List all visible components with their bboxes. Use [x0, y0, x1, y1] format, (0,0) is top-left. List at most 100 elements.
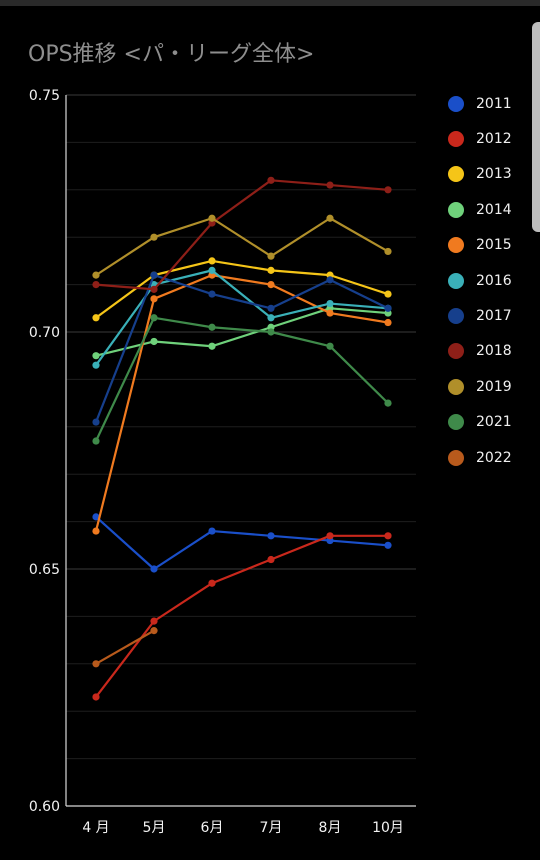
data-point-2019: [150, 233, 158, 241]
scroll-tab[interactable]: [532, 22, 540, 232]
data-point-2021: [384, 399, 392, 407]
chart-title: OPS推移 <パ・リーグ全体>: [28, 42, 315, 67]
series-line-2017: [94, 274, 390, 424]
legend-label: 2016: [476, 272, 512, 289]
data-point-2019: [208, 214, 216, 222]
legend-item-2019[interactable]: 2019: [448, 369, 512, 404]
legend-item-2022[interactable]: 2022: [448, 440, 512, 475]
series-line-2019: [94, 217, 390, 277]
data-point-2012: [267, 555, 275, 564]
data-point-2018: [92, 281, 100, 289]
data-point-2011: [208, 527, 216, 535]
data-point-2019: [267, 252, 275, 260]
legend-label: 2014: [476, 201, 512, 218]
legend-item-2021[interactable]: 2021: [448, 405, 512, 440]
data-point-2021: [326, 342, 334, 350]
series-layer: [92, 176, 392, 701]
data-point-2018: [326, 181, 334, 189]
legend-swatch: [448, 378, 464, 395]
data-point-2017: [150, 271, 158, 279]
data-point-2015: [150, 295, 158, 303]
y-tick-label: 0.70: [29, 325, 60, 341]
x-tick-label: 4 月: [82, 820, 109, 836]
axes: [65, 95, 416, 807]
series-line-2014: [94, 307, 390, 357]
x-tick-label: 7月: [260, 820, 283, 836]
data-point-2014: [208, 342, 216, 350]
legend-item-2015[interactable]: 2015: [448, 228, 512, 263]
series-2013: [92, 257, 392, 322]
x-tick-label: 8月: [319, 820, 342, 836]
data-point-2016: [208, 266, 216, 274]
legend-swatch: [448, 166, 464, 183]
data-point-2011: [384, 541, 392, 549]
series-line-2013: [94, 259, 390, 319]
data-point-2012: [92, 693, 100, 701]
data-point-2017: [384, 304, 392, 312]
x-tick-label: 5月: [143, 820, 166, 836]
legend-item-2011[interactable]: 2011: [448, 86, 512, 121]
series-line-2011: [94, 515, 390, 571]
data-point-2021: [267, 328, 275, 336]
data-point-2015: [267, 281, 275, 289]
data-point-2018: [384, 186, 392, 194]
legend-item-2013[interactable]: 2013: [448, 157, 512, 192]
x-tick-label: 10月: [372, 820, 404, 836]
series-2021: [92, 314, 392, 445]
legend-item-2016[interactable]: 2016: [448, 263, 512, 298]
series-2012: [92, 532, 392, 701]
data-point-2013: [208, 257, 216, 265]
data-point-2013: [267, 266, 275, 274]
legend-swatch: [448, 131, 464, 148]
data-point-2012: [208, 579, 216, 587]
legend-swatch: [448, 272, 464, 289]
series-2015: [92, 271, 392, 535]
legend-label: 2011: [476, 95, 512, 112]
y-tick-label: 0.65: [29, 562, 60, 578]
data-point-2017: [92, 418, 100, 426]
legend-item-2018[interactable]: 2018: [448, 334, 512, 369]
legend-swatch: [448, 95, 464, 112]
tick-labels: 0.60 0.65 0.70 0.75 4 月 5月 6月 7月 8月 10月: [29, 88, 404, 836]
data-point-2017: [326, 276, 334, 284]
legend-item-2017[interactable]: 2017: [448, 298, 512, 333]
data-point-2012: [150, 617, 158, 625]
series-line-2021: [94, 316, 390, 443]
legend-swatch: [448, 201, 464, 218]
data-point-2019: [384, 247, 392, 256]
data-point-2011: [267, 532, 275, 540]
legend-swatch: [448, 414, 464, 431]
data-point-2018: [150, 285, 158, 293]
data-point-2011: [92, 513, 100, 521]
series-2011: [92, 513, 392, 573]
legend-item-2014[interactable]: 2014: [448, 192, 512, 227]
data-point-2013: [384, 290, 392, 298]
data-point-2012: [384, 532, 392, 540]
series-2017: [92, 271, 392, 426]
data-point-2011: [150, 565, 158, 573]
data-point-2022: [92, 660, 100, 668]
data-point-2015: [326, 309, 334, 317]
data-point-2013: [92, 314, 100, 322]
legend-label: 2021: [476, 414, 512, 431]
data-point-2016: [92, 361, 100, 369]
data-point-2017: [208, 290, 216, 298]
legend-swatch: [448, 343, 464, 360]
legend-swatch: [448, 449, 464, 466]
data-point-2021: [92, 437, 100, 445]
legend-label: 2017: [476, 308, 512, 325]
legend-label: 2012: [476, 131, 512, 148]
data-point-2018: [267, 176, 275, 184]
data-point-2021: [150, 314, 158, 322]
y-tick-label: 0.60: [29, 799, 60, 815]
data-point-2019: [326, 214, 334, 222]
legend-label: 2022: [476, 449, 512, 466]
legend-swatch: [448, 308, 464, 325]
data-point-2015: [92, 527, 100, 535]
series-2019: [92, 214, 392, 279]
y-tick-label: 0.75: [29, 88, 60, 104]
legend-item-2012[interactable]: 2012: [448, 121, 512, 156]
legend-label: 2019: [476, 378, 512, 395]
series-line-2022: [94, 629, 156, 665]
